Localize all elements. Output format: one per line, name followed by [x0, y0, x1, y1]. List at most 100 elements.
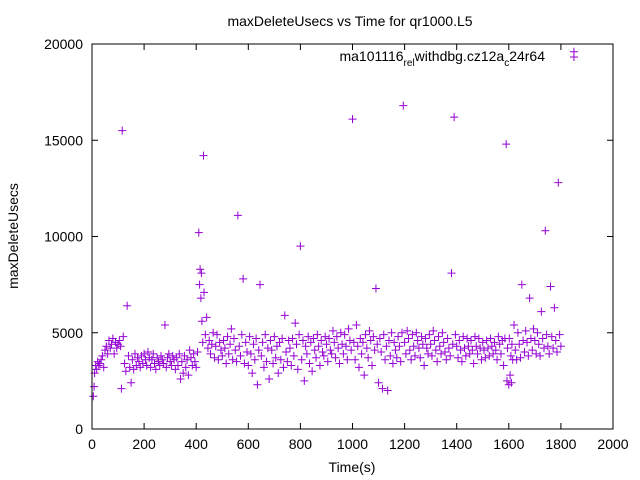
data-point — [154, 357, 163, 366]
data-point — [207, 340, 216, 349]
data-point — [485, 351, 494, 360]
data-point — [287, 361, 296, 370]
data-point — [211, 342, 220, 351]
data-point — [119, 332, 128, 341]
data-point — [235, 342, 244, 351]
data-point — [293, 365, 302, 374]
legend-plus-marker — [570, 53, 578, 61]
data-point — [537, 307, 546, 316]
data-point — [193, 348, 202, 356]
data-point — [279, 363, 288, 372]
data-point — [102, 342, 111, 351]
data-point — [404, 334, 413, 343]
data-point — [424, 349, 433, 358]
data-point — [503, 344, 512, 353]
data-point — [228, 355, 237, 364]
data-point — [457, 357, 466, 366]
x-tick-label: 2000 — [597, 436, 628, 452]
data-point — [330, 338, 339, 347]
data-point — [197, 317, 206, 326]
data-point — [318, 348, 327, 356]
legend-text-part: c — [504, 58, 509, 69]
data-point — [283, 357, 292, 366]
x-tick-label: 1800 — [545, 436, 576, 452]
data-point — [547, 332, 556, 341]
data-point — [397, 328, 406, 337]
data-point — [142, 361, 151, 370]
data-point — [345, 336, 354, 345]
data-point — [399, 101, 408, 110]
data-point — [411, 351, 420, 360]
data-point — [173, 361, 182, 370]
chart-title: maxDeleteUsecs vs Time for qr1000.L5 — [227, 13, 472, 29]
data-point — [233, 211, 242, 220]
data-point — [231, 346, 240, 355]
data-point — [270, 332, 279, 341]
data-point — [149, 349, 158, 358]
data-point — [302, 349, 311, 358]
data-point — [216, 346, 225, 355]
data-point — [257, 351, 266, 360]
data-point — [502, 376, 511, 385]
data-point — [396, 357, 405, 366]
data-point — [94, 361, 103, 370]
data-point — [256, 280, 265, 289]
data-point — [454, 353, 463, 362]
data-point — [444, 344, 453, 353]
data-point — [494, 332, 503, 341]
data-point — [551, 336, 560, 345]
data-point — [177, 357, 186, 366]
data-point — [371, 284, 380, 293]
data-point — [379, 330, 388, 339]
data-point — [519, 336, 528, 345]
data-point — [474, 334, 483, 343]
data-point — [429, 326, 438, 335]
data-point — [223, 332, 232, 341]
data-point — [319, 351, 328, 360]
data-point — [400, 338, 409, 347]
data-point — [341, 342, 350, 351]
data-point — [210, 353, 219, 362]
data-point — [151, 365, 160, 374]
legend-text-part: ma101116 — [339, 48, 403, 64]
data-point — [452, 342, 461, 351]
data-point — [430, 336, 439, 345]
data-point — [482, 336, 491, 345]
data-point — [334, 344, 343, 353]
data-point — [282, 348, 291, 356]
data-point — [115, 336, 124, 345]
data-point — [545, 349, 554, 358]
data-point — [249, 340, 258, 349]
data-point — [220, 344, 229, 353]
data-point — [431, 346, 440, 355]
data-point — [280, 311, 289, 320]
data-point — [194, 228, 203, 237]
data-point — [92, 365, 101, 374]
data-point — [516, 353, 525, 362]
data-point — [353, 342, 362, 351]
plot-area — [89, 47, 578, 401]
data-point — [486, 334, 495, 343]
data-point — [339, 349, 348, 358]
legend-text-part: rel — [404, 58, 415, 69]
data-point — [232, 357, 241, 366]
data-point — [189, 349, 198, 358]
data-point — [440, 348, 449, 356]
data-point — [326, 346, 335, 355]
data-point — [352, 321, 361, 330]
data-point — [192, 363, 201, 372]
data-point — [184, 371, 193, 380]
data-point — [511, 346, 520, 355]
data-point — [439, 338, 448, 347]
data-point — [261, 330, 270, 339]
data-point — [198, 338, 207, 347]
data-point — [313, 330, 322, 339]
data-point — [538, 334, 547, 343]
data-point — [305, 359, 314, 368]
data-point — [124, 351, 133, 360]
legend-text-part: 24r64 — [509, 48, 545, 64]
data-point — [533, 328, 542, 337]
data-point — [288, 334, 297, 343]
data-point — [499, 361, 508, 370]
data-point — [394, 332, 403, 341]
